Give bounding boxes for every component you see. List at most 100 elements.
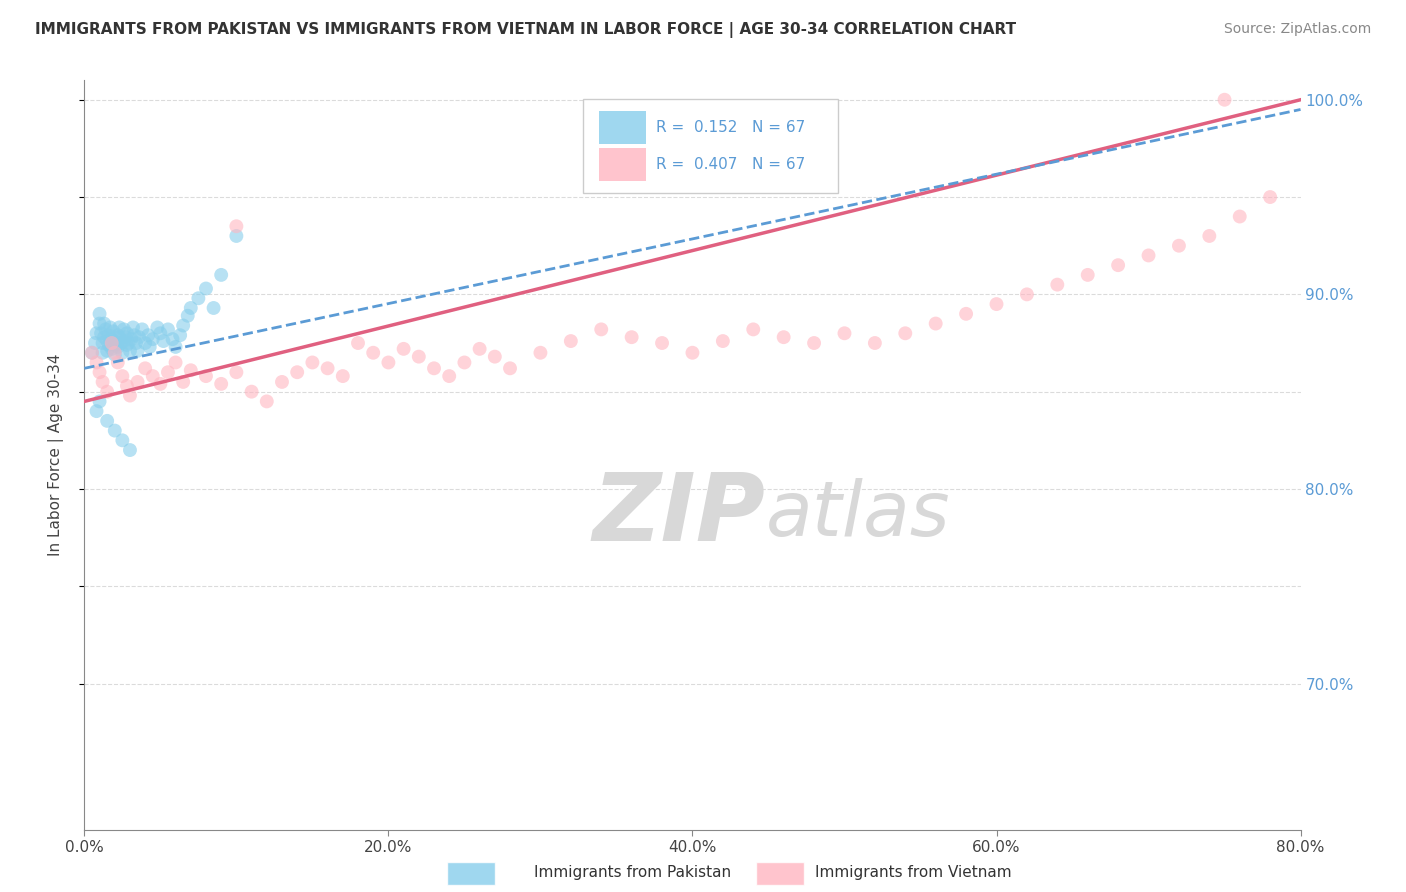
Point	[240, 384, 263, 399]
Point	[96, 343, 118, 358]
Point	[96, 334, 118, 348]
Point	[93, 317, 115, 331]
Point	[98, 320, 121, 334]
Point	[131, 322, 153, 336]
Point	[194, 281, 218, 295]
Point	[100, 332, 122, 346]
Point	[1213, 93, 1236, 107]
Point	[107, 355, 129, 369]
Point	[104, 334, 127, 348]
Point	[620, 330, 643, 344]
Point	[955, 307, 977, 321]
Point	[138, 340, 160, 354]
Point	[117, 336, 139, 351]
Point	[96, 414, 118, 428]
Point	[423, 361, 446, 376]
Point	[93, 330, 115, 344]
Point	[86, 404, 108, 418]
Point	[1137, 248, 1160, 262]
Point	[107, 328, 129, 343]
Point	[97, 328, 120, 343]
Point	[112, 334, 135, 348]
Point	[91, 345, 114, 359]
Point	[128, 330, 150, 344]
Point	[803, 336, 825, 351]
Point	[118, 443, 141, 458]
Point	[100, 342, 122, 356]
Point	[1077, 268, 1099, 282]
Point	[453, 355, 475, 369]
Point	[105, 338, 128, 352]
Point	[285, 365, 308, 379]
Point	[100, 336, 122, 351]
Point	[711, 334, 734, 348]
Point	[110, 336, 132, 351]
Point	[127, 375, 149, 389]
Point	[1167, 238, 1189, 252]
Point	[104, 345, 127, 359]
Point	[89, 365, 111, 379]
Y-axis label: In Labor Force | Age 30-34: In Labor Force | Age 30-34	[48, 353, 63, 557]
Point	[111, 369, 134, 384]
Point	[89, 317, 111, 331]
Point	[115, 379, 138, 393]
Point	[529, 345, 551, 359]
Point	[172, 375, 194, 389]
Point	[256, 394, 278, 409]
Point	[124, 328, 146, 343]
Point	[392, 342, 415, 356]
Point	[499, 361, 522, 376]
Text: atlas: atlas	[765, 478, 950, 552]
Point	[80, 345, 103, 359]
Point	[1258, 190, 1281, 204]
Point	[180, 363, 202, 377]
Text: Immigrants from Pakistan: Immigrants from Pakistan	[534, 865, 731, 880]
Text: Immigrants from Vietnam: Immigrants from Vietnam	[815, 865, 1012, 880]
Point	[118, 388, 141, 402]
Point	[1198, 229, 1220, 244]
Point	[180, 301, 202, 315]
Point	[225, 229, 247, 244]
Point	[209, 376, 232, 391]
Point	[1046, 277, 1069, 292]
Point	[194, 369, 218, 384]
Point	[142, 369, 165, 384]
Point	[468, 342, 491, 356]
Point	[121, 332, 143, 346]
Point	[172, 318, 194, 333]
Point	[115, 338, 138, 352]
Point	[202, 301, 225, 315]
Point	[651, 336, 673, 351]
Point	[156, 322, 179, 336]
Point	[96, 384, 118, 399]
Point	[86, 355, 108, 369]
Point	[108, 330, 131, 344]
Point	[156, 365, 179, 379]
Point	[122, 320, 145, 334]
Point	[118, 343, 141, 358]
Point	[169, 328, 191, 343]
Point	[89, 307, 111, 321]
FancyBboxPatch shape	[599, 148, 647, 181]
Point	[187, 291, 209, 305]
Point	[225, 219, 247, 234]
Point	[89, 394, 111, 409]
Point	[591, 322, 613, 336]
Point	[114, 330, 136, 344]
Point	[142, 332, 165, 346]
Point	[560, 334, 582, 348]
Point	[84, 336, 107, 351]
Point	[863, 336, 886, 351]
Point	[301, 355, 323, 369]
Point	[1229, 210, 1251, 224]
Point	[134, 361, 156, 376]
Point	[1107, 258, 1129, 272]
Point	[91, 336, 114, 351]
Text: ZIP: ZIP	[592, 469, 765, 561]
Point	[347, 336, 370, 351]
Point	[377, 355, 399, 369]
Point	[149, 326, 172, 341]
Point	[86, 326, 108, 341]
Point	[136, 328, 159, 343]
Point	[1015, 287, 1038, 301]
